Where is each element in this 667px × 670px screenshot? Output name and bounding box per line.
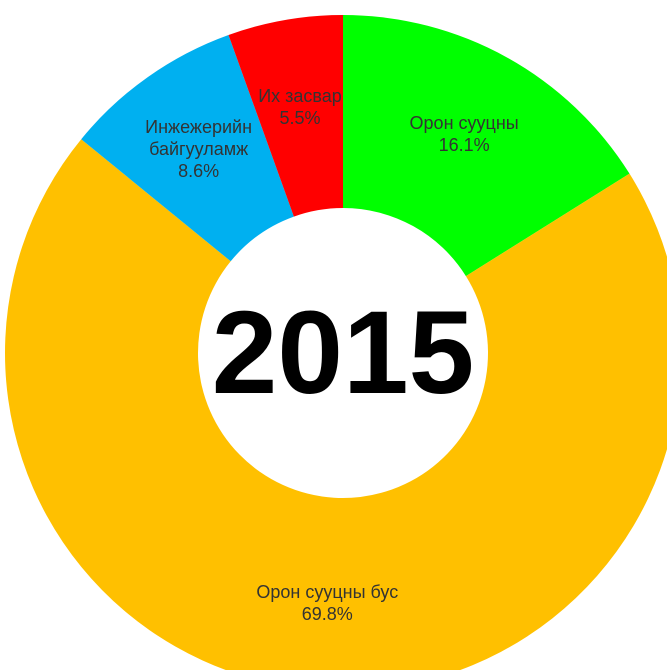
slice [343, 15, 630, 277]
value-label: 5.5% [279, 107, 321, 128]
slice-label: Орон сууцны 16.1% [389, 112, 539, 156]
slice [5, 139, 667, 670]
value-label: 69.8% [301, 603, 353, 624]
slice-label: Их засвар 5.5% [225, 85, 375, 129]
category-label: Инжежерийн байгууламж [145, 116, 253, 159]
value-label: 16.1% [438, 135, 490, 156]
value-label: 8.6% [178, 160, 220, 181]
category-label: Орон сууцны бус [256, 581, 399, 602]
slice-label: Инжежерийн байгууламж 8.6% [124, 116, 274, 182]
slice [81, 34, 294, 262]
center-text: 2015 [211, 287, 475, 419]
slice-label: Орон сууцны бус 69.8% [252, 581, 402, 625]
slice [228, 14, 343, 217]
category-label: Их засвар [258, 85, 342, 106]
category-label: Орон сууцны [409, 113, 519, 134]
